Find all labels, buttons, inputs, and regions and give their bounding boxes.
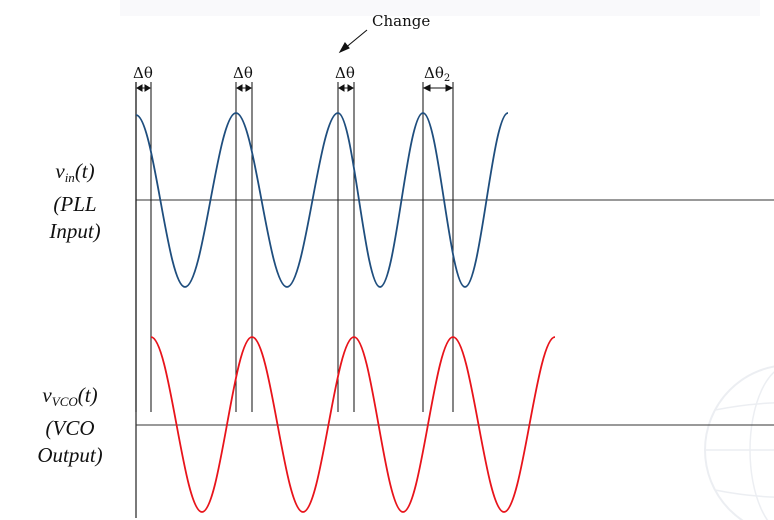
vco-signal-name: vVCO(t) bbox=[10, 382, 130, 415]
vco-subscript: VCO bbox=[51, 394, 78, 409]
delta-arrow-1 bbox=[136, 84, 151, 92]
input-signal-label: vin(t) (PLL Input) bbox=[20, 158, 130, 245]
vco-signal-label: vVCO(t) (VCO Output) bbox=[10, 382, 130, 469]
globe-watermark-icon bbox=[704, 365, 774, 520]
delta-arrow-2 bbox=[236, 84, 252, 92]
delta-arrow-3 bbox=[338, 84, 354, 92]
input-desc-line1: (PLL bbox=[53, 192, 97, 216]
change-annotation: Change bbox=[372, 12, 431, 30]
input-subscript: in bbox=[64, 170, 75, 185]
delta-theta2-base: Δθ bbox=[424, 64, 444, 82]
input-desc-line2: Input) bbox=[49, 219, 101, 243]
arrow-down-left-icon bbox=[338, 29, 368, 54]
delta-arrows bbox=[136, 84, 454, 92]
vco-waveform bbox=[150, 336, 556, 513]
input-arg: (t) bbox=[74, 159, 95, 183]
delta-theta-label-1: Δθ bbox=[133, 64, 153, 82]
vco-arg: (t) bbox=[77, 383, 98, 407]
phase-marker-lines bbox=[135, 82, 454, 412]
input-symbol: v bbox=[55, 159, 65, 183]
input-signal-name: vin(t) bbox=[20, 158, 130, 191]
delta-theta-label-2: Δθ bbox=[233, 64, 253, 82]
vco-desc-line2: Output) bbox=[37, 443, 103, 467]
delta-theta2-label: Δθ2 bbox=[424, 64, 450, 84]
delta-theta2-subscript: 2 bbox=[443, 73, 451, 84]
delta-theta-label-3: Δθ bbox=[335, 64, 355, 82]
input-waveform bbox=[135, 112, 509, 288]
vco-symbol: v bbox=[42, 383, 52, 407]
delta-arrow-4 bbox=[422, 84, 454, 92]
top-watermark-band bbox=[120, 0, 760, 16]
vco-desc-line1: (VCO bbox=[45, 416, 95, 440]
